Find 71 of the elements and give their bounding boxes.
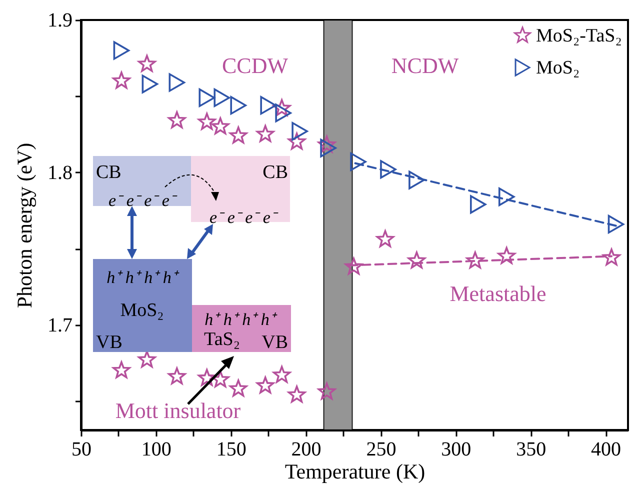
y-tick-label: 1.9 xyxy=(48,10,72,32)
point xyxy=(344,258,363,275)
point xyxy=(212,117,230,134)
annotation: VB xyxy=(96,332,122,353)
x-tick-label: 150 xyxy=(216,438,246,460)
point xyxy=(272,366,291,383)
point xyxy=(260,96,276,115)
x-tick-label: 50 xyxy=(72,438,92,460)
annotation: TaS₂ xyxy=(204,329,240,350)
point xyxy=(138,350,156,368)
point xyxy=(198,88,216,107)
point xyxy=(350,152,366,172)
point xyxy=(168,111,186,128)
point xyxy=(408,252,426,268)
annotation: Metastable xyxy=(450,281,546,306)
x-tick-label: 100 xyxy=(141,438,172,460)
point xyxy=(142,74,158,94)
point xyxy=(318,382,336,400)
point xyxy=(470,195,486,214)
x-tick-label: 350 xyxy=(516,438,546,460)
point xyxy=(466,252,484,268)
point xyxy=(498,188,515,206)
point xyxy=(230,380,248,397)
point xyxy=(112,72,130,89)
legend-label: MoS₂-TaS₂ xyxy=(536,26,622,46)
point xyxy=(608,214,624,234)
point xyxy=(320,138,336,158)
point xyxy=(138,54,156,72)
annotation: e⁻ e⁻ e⁻ e⁻ xyxy=(108,191,178,210)
y-axis-title: Photon energy (eV) xyxy=(12,142,36,308)
annotation: CCDW xyxy=(222,53,288,78)
annotation: Mott insulator xyxy=(115,398,242,423)
point xyxy=(380,160,396,179)
x-tick-label: 300 xyxy=(441,438,472,460)
point xyxy=(112,361,130,378)
point xyxy=(288,386,306,403)
annotation: h⁺ h⁺ h⁺ h⁺ xyxy=(204,310,278,329)
annotation: VB xyxy=(262,332,288,353)
annotation: CB xyxy=(262,162,288,183)
y-tick-label: 1.8 xyxy=(48,162,72,184)
annotation: NCDW xyxy=(391,53,459,78)
x-axis-title: Temperature (K) xyxy=(284,460,426,484)
annotation: e⁻ e⁻ e⁻ e⁻ xyxy=(210,208,278,227)
point xyxy=(230,126,248,144)
point xyxy=(498,246,516,264)
point xyxy=(256,376,274,394)
x-tick-label: 200 xyxy=(291,438,322,460)
point xyxy=(318,136,336,153)
x-tick-label: 400 xyxy=(591,438,622,460)
y-tick-label: 1.7 xyxy=(48,314,72,336)
point xyxy=(212,370,230,388)
legend-label: MoS₂ xyxy=(536,58,580,78)
point xyxy=(230,96,246,115)
point xyxy=(198,368,216,386)
annotation: h⁺ h⁺ h⁺ h⁺ xyxy=(106,268,180,287)
point xyxy=(113,41,130,60)
point xyxy=(408,170,425,190)
point xyxy=(256,125,274,142)
point xyxy=(168,367,186,384)
point xyxy=(275,104,292,122)
x-tick-label: 250 xyxy=(366,438,396,460)
point xyxy=(198,112,216,130)
annotation: CB xyxy=(96,162,122,183)
annotation: MoS₂ xyxy=(120,300,164,321)
point xyxy=(214,88,230,107)
point xyxy=(292,122,308,141)
point xyxy=(168,73,186,92)
point xyxy=(272,99,291,116)
point xyxy=(288,132,306,150)
point xyxy=(602,248,620,266)
point xyxy=(376,230,394,248)
